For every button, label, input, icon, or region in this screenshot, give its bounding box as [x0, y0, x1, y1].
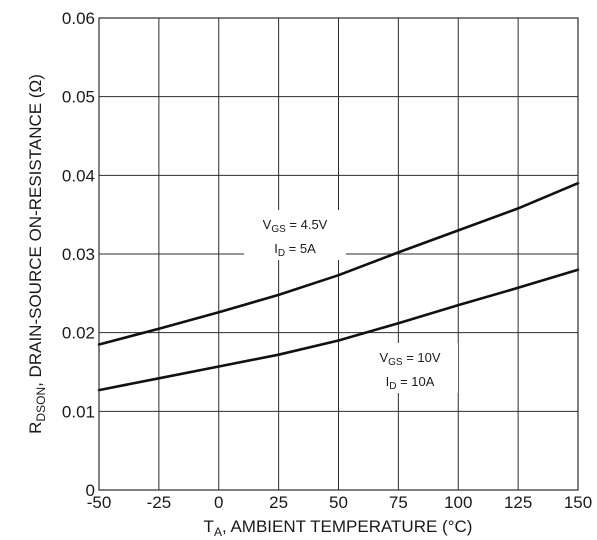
- annotation-vgs-10v: VGS = 10V ID = 10A: [379, 350, 440, 392]
- y-tick-label: 0.01: [62, 402, 95, 421]
- x-axis-label: TA, AMBIENT TEMPERATURE (°C): [204, 517, 473, 539]
- annotation-vgs-10v-line2: ID = 10A: [386, 374, 435, 392]
- x-tick-label: 25: [269, 493, 288, 512]
- annotation-box-vgs-10v: [362, 343, 458, 393]
- x-tick-label: -50: [87, 493, 112, 512]
- y-tick-label: 0.02: [62, 324, 95, 343]
- annotation-vgs-4-5v-line1: VGS = 4.5V: [263, 217, 328, 235]
- annotation-box-vgs-4-5v: [244, 210, 346, 260]
- x-tick-label: -25: [147, 493, 172, 512]
- y-tick-label: 0.06: [62, 9, 95, 28]
- y-tick-label: 0.05: [62, 88, 95, 107]
- series-layer: [97, 181, 580, 392]
- curve-vgs-10v: [97, 268, 580, 392]
- y-axis-label: RDSON, DRAIN-SOURCE ON-RESISTANCE (Ω): [26, 74, 48, 434]
- x-tick-label: 75: [389, 493, 408, 512]
- y-tick-labels: 0 0.01 0.02 0.03 0.04 0.05 0.06: [62, 9, 95, 500]
- curve-vgs-4-5v: [97, 181, 580, 346]
- annotation-vgs-4-5v-line2: ID = 5A: [274, 241, 316, 259]
- y-tick-label: 0.04: [62, 166, 95, 185]
- x-tick-labels: -50 -25 0 25 50 75 100 125 150: [87, 493, 592, 512]
- y-tick-label: 0.03: [62, 245, 95, 264]
- x-tick-label: 0: [214, 493, 223, 512]
- y-tick-label: 0: [86, 481, 95, 500]
- grid: [99, 18, 578, 490]
- x-tick-label: 150: [564, 493, 592, 512]
- annotation-vgs-10v-line1: VGS = 10V: [379, 350, 440, 368]
- annotation-vgs-4-5v: VGS = 4.5V ID = 5A: [263, 217, 328, 259]
- x-tick-label: 100: [444, 493, 472, 512]
- plot-frame: [98, 17, 579, 491]
- x-tick-label: 125: [504, 493, 532, 512]
- x-tick-label: 50: [329, 493, 348, 512]
